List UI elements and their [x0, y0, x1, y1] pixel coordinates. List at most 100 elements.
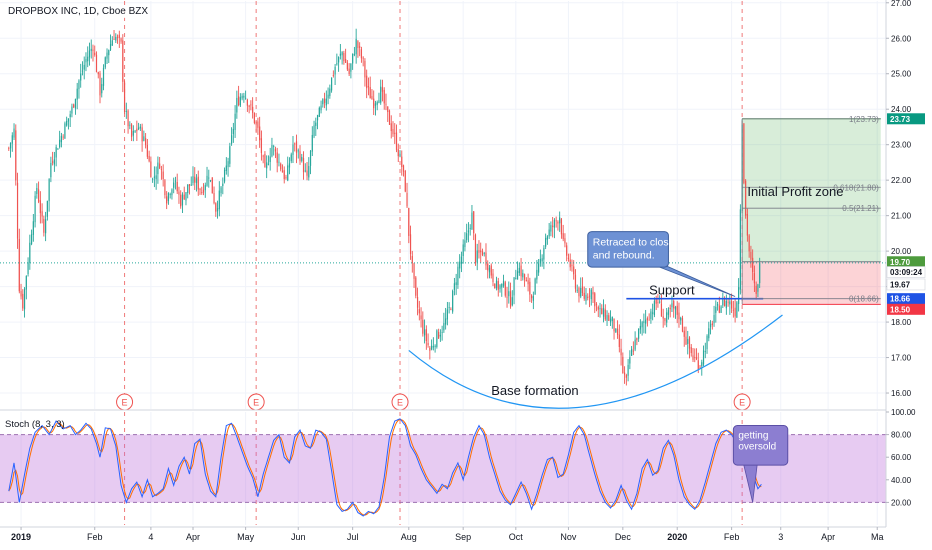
candle-body	[259, 126, 261, 141]
candle-body	[37, 189, 40, 202]
candle-body	[581, 286, 584, 294]
stoch-tick-label: 20.00	[891, 498, 912, 507]
time-tick-label: Feb	[724, 532, 740, 542]
candle-body	[420, 315, 422, 320]
fib-label: 0(18.66)	[849, 295, 879, 304]
time-tick-label: 2019	[11, 532, 31, 542]
callout-stoch-text: getting	[738, 431, 768, 442]
candle-body	[230, 135, 233, 144]
candle-body	[443, 323, 445, 331]
candle-body	[127, 110, 129, 127]
price-tag[interactable]	[887, 303, 925, 315]
candle-body	[236, 97, 238, 113]
candle-body	[392, 129, 394, 135]
candle-body	[34, 195, 36, 223]
candle-body	[667, 310, 670, 315]
price-tag[interactable]	[887, 256, 925, 268]
candle-body	[292, 144, 294, 155]
time-tick-label: Apr	[821, 532, 835, 542]
time-tick-label: Sep	[455, 532, 471, 542]
candle-body	[746, 213, 748, 236]
candle-body	[469, 227, 471, 229]
candle-body	[159, 163, 161, 169]
candle-body	[66, 120, 68, 126]
candle-body	[543, 247, 545, 260]
candle-body	[50, 162, 52, 178]
callout-stoch-text: oversold	[738, 442, 776, 453]
time-tick-label: Nov	[560, 532, 577, 542]
candle-body	[71, 106, 73, 114]
candle-body	[166, 196, 168, 204]
candle-body	[188, 184, 191, 187]
price-tag[interactable]	[886, 278, 926, 291]
candle-body	[666, 312, 668, 323]
candle-body	[473, 211, 475, 234]
callout-price-text: and rebound.	[593, 250, 655, 262]
candle-body	[478, 250, 480, 253]
callout-price-box[interactable]	[587, 231, 669, 268]
base-formation-curve[interactable]	[408, 314, 783, 409]
earnings-marker-label: E	[122, 398, 128, 408]
candle-body	[280, 163, 282, 170]
price-tag[interactable]	[887, 113, 925, 125]
candle-body	[178, 191, 180, 195]
time-tick-label: Jun	[291, 532, 306, 542]
candle-body	[695, 357, 698, 360]
candle-body	[162, 171, 164, 179]
candle-body	[664, 318, 666, 322]
price-tick-label: 21.00	[891, 212, 912, 221]
candle-body	[681, 318, 684, 332]
candle-body	[683, 330, 685, 337]
candle-body	[709, 324, 712, 328]
candle-body	[523, 274, 526, 280]
candle-body	[246, 99, 248, 106]
candle-body	[430, 345, 433, 350]
candle-body	[399, 154, 401, 157]
candle-body	[546, 236, 548, 240]
candle-body	[674, 307, 677, 310]
candle-body	[157, 162, 159, 175]
candle-body	[434, 345, 436, 348]
risk-zone[interactable]	[742, 261, 881, 305]
candle-body	[395, 132, 398, 150]
candle-body	[160, 169, 163, 170]
candle-body	[497, 281, 499, 290]
price-tick-label: 22.00	[891, 176, 912, 185]
candle-body	[243, 95, 245, 98]
candle-body	[620, 348, 622, 356]
candle-body	[425, 329, 427, 342]
candle-body	[67, 118, 70, 122]
time-tick-label: Aug	[401, 532, 417, 542]
candle-body	[515, 278, 517, 279]
candle-body	[357, 41, 359, 48]
candle-body	[736, 302, 738, 318]
candle-body	[350, 63, 352, 72]
candle-body	[718, 305, 720, 313]
candle-body	[376, 102, 378, 105]
candle-body	[615, 328, 617, 333]
candle-body	[532, 296, 534, 301]
candle-body	[69, 114, 71, 118]
candle-body	[130, 124, 133, 137]
candle-body	[655, 299, 657, 304]
candle-body	[136, 128, 138, 132]
candle-body	[474, 234, 477, 263]
candle-body	[222, 183, 224, 187]
time-tick-label: 3	[778, 532, 783, 542]
candle-body	[494, 283, 496, 289]
candle-body	[418, 309, 420, 314]
candle-body	[39, 200, 41, 214]
candle-body	[688, 337, 691, 349]
candle-body	[567, 257, 570, 259]
candle-body	[553, 219, 556, 228]
callout-stoch-box[interactable]	[732, 425, 789, 466]
candle-body	[446, 309, 448, 320]
candle-body	[467, 230, 470, 233]
profit-zone[interactable]	[742, 118, 881, 262]
price-tag[interactable]	[887, 293, 925, 305]
price-tag[interactable]	[886, 266, 926, 278]
candle-body	[369, 87, 371, 99]
candle-body	[560, 219, 563, 235]
candle-body	[743, 123, 745, 184]
